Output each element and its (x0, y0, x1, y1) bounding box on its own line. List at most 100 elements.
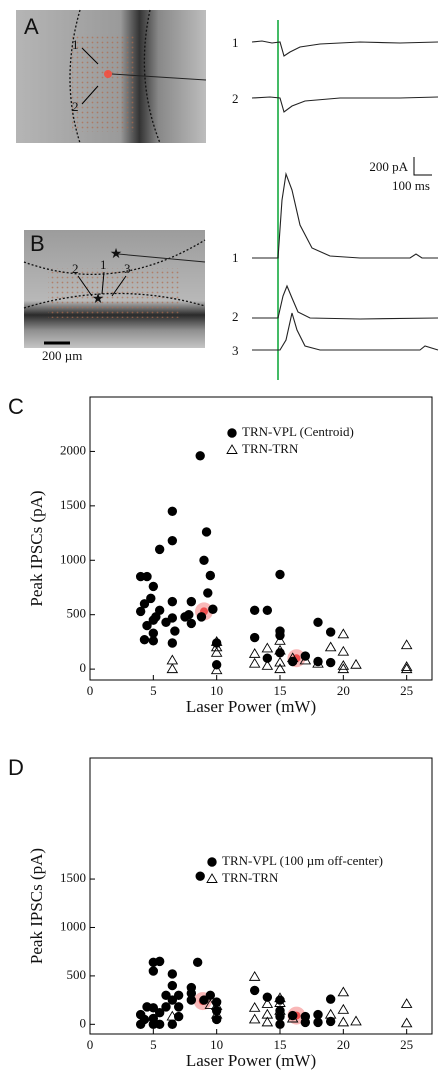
point-triangle (274, 656, 286, 667)
roi-label: 2 (72, 99, 79, 114)
point-circle (313, 1017, 323, 1028)
point-circle (170, 626, 180, 636)
y-tick-label: 1000 (60, 918, 86, 933)
point-circle (313, 1009, 323, 1020)
point-triangle (337, 986, 350, 997)
point-triangle (166, 663, 179, 674)
point-circle (325, 994, 336, 1004)
scale-time: 100 ms (392, 178, 430, 193)
trace-label: 2 (232, 309, 239, 324)
x-tick-label: 15 (274, 683, 287, 698)
x-tick-label: 20 (337, 1037, 350, 1052)
point-triangle (210, 664, 223, 675)
point-circle (208, 604, 218, 614)
point-circle (173, 990, 184, 1000)
x-tick-label: 5 (150, 683, 157, 698)
trace-label: 1 (232, 250, 239, 265)
trace-label: 1 (232, 35, 239, 50)
point-circle (205, 990, 216, 1000)
point-circle (186, 995, 197, 1005)
point-circle (167, 638, 178, 648)
roi-label: 1 (72, 37, 79, 52)
point-triangle (324, 641, 337, 652)
point-triangle (226, 444, 238, 454)
point-circle (262, 992, 273, 1002)
point-triangle (312, 657, 324, 668)
point-circle (167, 535, 178, 546)
point-circle (186, 618, 197, 629)
point-circle (151, 612, 161, 622)
point-circle (184, 609, 194, 620)
image-scale: 200 µm (42, 348, 82, 363)
point-circle (146, 593, 156, 604)
point-circle (275, 569, 285, 580)
roi-label: 2 (72, 261, 79, 276)
point-circle (161, 617, 171, 628)
point-triangle (166, 654, 179, 665)
point-triangle (400, 639, 413, 650)
x-tick-label: 25 (400, 1037, 413, 1052)
point-triangle (324, 1008, 337, 1019)
panel-label: D (8, 755, 24, 780)
panel-label: B (30, 231, 45, 256)
trace-label: 3 (232, 343, 239, 358)
x-tick-label: 15 (274, 1037, 287, 1052)
point-triangle (400, 998, 413, 1008)
point-triangle (261, 1016, 274, 1027)
y-tick-label: 500 (67, 967, 87, 982)
trace (251, 40, 439, 57)
y-tick-label: 1500 (60, 497, 86, 512)
point-circle (195, 871, 205, 881)
point-circle (211, 1006, 222, 1016)
point-circle (161, 990, 171, 1000)
point-triangle (210, 1008, 223, 1019)
x-tick-label: 10 (210, 683, 223, 698)
point-circle (203, 588, 213, 598)
point-circle (161, 1002, 171, 1012)
point-circle (275, 1011, 285, 1022)
x-tick-label: 10 (210, 1037, 223, 1052)
point-triangle (261, 998, 274, 1008)
point-triangle (204, 999, 217, 1009)
point-circle (262, 605, 273, 616)
trace (251, 96, 439, 113)
point-triangle (248, 1001, 261, 1012)
legend-label: TRN-TRN (222, 870, 279, 885)
scale-current: 200 pA (369, 159, 408, 174)
point-triangle (274, 644, 286, 655)
point-circle (148, 636, 159, 646)
scale-bar (413, 157, 432, 176)
point-circle (325, 627, 336, 637)
point-triangle (210, 641, 223, 652)
plot-frame (89, 757, 433, 1035)
point-triangle (350, 1015, 362, 1026)
point-circle (262, 653, 273, 663)
point-circle (167, 1019, 178, 1030)
point-circle (154, 1019, 165, 1030)
point-circle (167, 613, 178, 623)
roi-label: 3 (124, 261, 131, 276)
point-circle (154, 1007, 165, 1018)
point-circle (325, 657, 336, 668)
point-circle (173, 1002, 184, 1012)
y-tick-label: 0 (80, 1015, 87, 1030)
point-triangle (206, 873, 218, 883)
svg-text:★: ★ (110, 247, 123, 262)
y-axis-label: Peak IPSCs (pA) (27, 848, 46, 964)
point-triangle (261, 659, 274, 670)
trace (252, 284, 439, 320)
point-circle (148, 966, 159, 976)
trace (252, 312, 439, 351)
point-triangle (248, 647, 261, 658)
point-triangle (274, 663, 286, 674)
panel-label: A (24, 14, 39, 39)
point-circle (313, 617, 323, 628)
point-triangle (337, 1016, 350, 1027)
point-triangle (337, 663, 350, 674)
point-circle (148, 1003, 159, 1013)
point-triangle (274, 634, 286, 645)
point-triangle (248, 1013, 261, 1024)
legend-label: TRN-VPL (Centroid) (242, 424, 354, 439)
x-tick-label: 25 (400, 683, 413, 698)
